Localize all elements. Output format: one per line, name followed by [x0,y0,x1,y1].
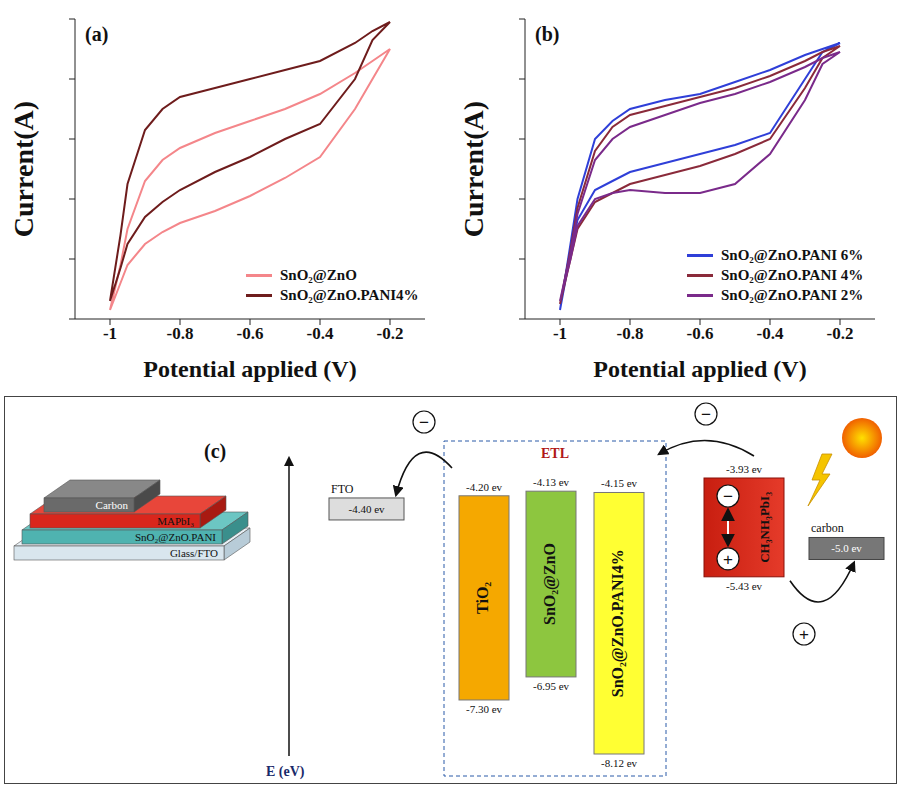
svg-text:ETL: ETL [541,446,569,461]
svg-text:SnO₂@ZnO: SnO₂@ZnO [541,543,559,625]
html-text:SnO₂@ZnO.PANI 4%: SnO₂@ZnO.PANI 4% [721,266,864,283]
svg-text:-4.40 ev: -4.40 ev [348,503,385,515]
svg-text:+: + [799,625,809,644]
svg-text:CH₃NH₃PbI₃: CH₃NH₃PbI₃ [757,492,772,563]
svg-text:-0.2: -0.2 [827,324,854,343]
html-text:SnO₂@ZnO.PANI 2%: SnO₂@ZnO.PANI 2% [721,286,864,303]
svg-text:-5.43 ev: -5.43 ev [726,580,763,592]
svg-text:Potential applied (V): Potential applied (V) [143,356,356,382]
svg-text:+: + [723,550,733,569]
svg-text:-0.8: -0.8 [617,324,644,343]
svg-text:SnO₂@ZnO.PANI: SnO₂@ZnO.PANI [135,531,216,543]
svg-text:-6.95 ev: -6.95 ev [533,680,570,692]
html-text:SnO₂@ZnO.PANI4%: SnO₂@ZnO.PANI4% [280,286,419,303]
svg-text:MAPbI₃: MAPbI₃ [157,515,194,527]
svg-text:-5.0 ev: -5.0 ev [831,542,862,554]
svg-text:-0.6: -0.6 [687,324,714,343]
svg-text:Glass/FTO: Glass/FTO [170,547,218,559]
svg-text:(c): (c) [204,440,226,463]
svg-text:-1: -1 [553,324,567,343]
svg-text:-1: -1 [103,324,117,343]
svg-text:Carbon: Carbon [96,499,129,511]
svg-text:-7.30 ev: -7.30 ev [466,703,503,715]
svg-text:-4.15 ev: -4.15 ev [601,477,638,489]
svg-text:-0.2: -0.2 [377,324,404,343]
svg-text:-4.20 ev: -4.20 ev [466,481,503,493]
svg-text:TiO₂: TiO₂ [474,582,491,614]
svg-text:-0.4: -0.4 [307,324,334,343]
svg-text:Current(A): Current(A) [8,101,39,237]
svg-text:carbon: carbon [811,521,844,535]
svg-text:-0.8: -0.8 [167,324,194,343]
svg-text:−: − [701,405,711,424]
svg-text:-0.6: -0.6 [237,324,264,343]
svg-text:FTO: FTO [331,482,354,496]
html-text:(a): (a) [85,23,109,45]
html-text:SnO₂@ZnO.PANI 6%: SnO₂@ZnO.PANI 6% [721,246,864,263]
svg-text:-3.93 ev: -3.93 ev [726,463,763,475]
svg-text:−: − [723,487,733,506]
svg-text:−: − [419,413,429,432]
svg-text:-0.4: -0.4 [757,324,784,343]
svg-text:Current(A): Current(A) [458,101,489,237]
svg-text:-8.12 ev: -8.12 ev [601,757,638,769]
svg-text:E (eV): E (eV) [266,764,305,780]
svg-text:-4.13 ev: -4.13 ev [533,476,570,488]
html-text:(b): (b) [535,23,560,45]
svg-text:SnO₂@ZnO.PANI4%: SnO₂@ZnO.PANI4% [609,549,627,697]
svg-text:Potential applied (V): Potential applied (V) [593,356,806,382]
html-text:SnO₂@ZnO: SnO₂@ZnO [280,266,357,283]
